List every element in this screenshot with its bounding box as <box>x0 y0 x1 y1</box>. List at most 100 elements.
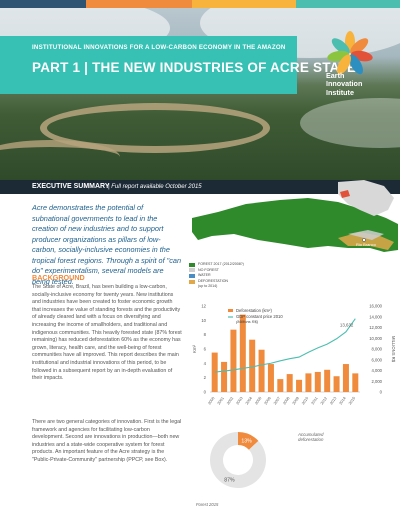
deforestation-bar <box>211 352 218 392</box>
logo-line: Innovation <box>326 79 363 89</box>
page-title: PART 1 | THE NEW INDUSTRIES OF ACRE STAT… <box>32 60 357 75</box>
river-bend <box>40 103 270 153</box>
deforestation-bar <box>342 364 349 392</box>
deforestation-bar <box>286 374 293 392</box>
deforestation-bar <box>296 379 303 392</box>
legend-item: NO FOREST <box>189 268 244 274</box>
acre-forest-map: Rio Branco <box>192 180 398 252</box>
legend-item: (up to 2014) <box>189 284 244 290</box>
x-tick-label: 2008 <box>282 396 290 405</box>
x-tick-label: 2012 <box>320 396 328 405</box>
legend-item: WATER <box>189 273 244 279</box>
y-tick-label: 10 <box>201 318 206 323</box>
legend-label-line-unit: (Millions R$) <box>236 319 259 324</box>
legend-swatch <box>189 262 195 267</box>
report-kicker: INSTITUTIONAL INNOVATIONS FOR A LOW-CARB… <box>32 44 286 51</box>
deforestation-bar <box>324 369 331 392</box>
report-availability: Full report available October 2015 <box>111 184 202 190</box>
y2-tick-label: 2,000 <box>372 379 383 384</box>
deforestation-bar <box>221 361 228 392</box>
y2-tick-label: 0 <box>380 390 383 395</box>
background-paragraph-1: The State of Acre, Brazil, has been buil… <box>32 284 182 382</box>
deforestation-bar <box>333 376 340 392</box>
legend-swatch <box>189 268 195 273</box>
legend-label: (up to 2014) <box>198 284 218 289</box>
y2-tick-label: 4,000 <box>372 368 383 373</box>
y2-tick-label: 16,000 <box>369 304 382 309</box>
legend-label-line: GDP constant price 2010 <box>236 314 283 319</box>
strip-segment <box>86 0 192 8</box>
x-tick-label: 2015 <box>348 396 356 405</box>
eii-sunburst-logo-icon <box>327 31 373 75</box>
legend-swatch-bar <box>228 309 233 312</box>
executive-summary-title: EXECUTIVE SUMMARY <box>32 183 110 190</box>
legend-item: FOREST 2017 (2012/2008?) <box>189 262 244 268</box>
y2-tick-label: 12,000 <box>369 325 382 330</box>
x-tick-label: 2006 <box>264 396 272 405</box>
x-tick-label: 2010 <box>301 396 309 405</box>
y-tick-label: 6 <box>204 347 207 352</box>
logo-wordmark: Earth Innovation Institute <box>326 71 363 97</box>
deforestation-bar <box>314 371 321 392</box>
logo-petal <box>337 54 351 75</box>
legend-label: DEFORESTATION <box>198 278 229 283</box>
legend-label: NO FOREST <box>198 267 219 272</box>
executive-summary-bar <box>0 180 400 194</box>
y-tick-label: 2 <box>204 375 207 380</box>
x-tick-label: 2004 <box>245 396 253 405</box>
legend-label: WATER <box>198 273 211 278</box>
x-tick-label: 2014 <box>339 396 347 405</box>
x-tick-label: 2005 <box>254 396 262 405</box>
deforestation-area <box>338 232 394 250</box>
strip-segment <box>0 0 86 8</box>
rio-branco-marker <box>362 238 366 242</box>
donut-label: 87% <box>224 478 235 484</box>
donut-category-label: Accumulated <box>297 432 324 437</box>
gdp-annotation: 13,632 <box>340 323 354 328</box>
y-axis-label: Km² <box>192 344 197 353</box>
intro-paragraph: Acre demonstrates the potential of subna… <box>32 203 182 286</box>
donut-slice <box>238 432 259 450</box>
strip-segment <box>192 0 296 8</box>
background-heading: BACKGROUND <box>32 273 85 282</box>
legend-item: DEFORESTATION <box>189 279 244 285</box>
top-color-strip <box>0 0 400 8</box>
logo-petal <box>350 38 369 55</box>
deforestation-bar <box>352 373 359 392</box>
legend-spacer <box>189 285 195 289</box>
legend-swatch <box>189 273 195 278</box>
y2-tick-label: 10,000 <box>369 336 382 341</box>
strip-segment <box>296 0 400 8</box>
no-forest-area <box>348 230 384 240</box>
legend-swatch <box>189 279 195 284</box>
donut-label: 13% <box>241 438 252 444</box>
deforestation-bar <box>277 379 284 392</box>
deforestation-bar <box>267 364 274 392</box>
x-tick-label: 2001 <box>217 396 225 405</box>
deforestation-bar <box>305 373 312 392</box>
gdp-line <box>214 318 356 373</box>
deforestation-bar <box>249 339 256 392</box>
donut-slice <box>210 432 266 488</box>
legend-label: FOREST 2017 (2012/2008?) <box>198 262 244 266</box>
x-tick-label: 2013 <box>329 396 337 405</box>
y2-axis-label: MILLIONS R$ <box>391 336 396 363</box>
legend-label-bar: Deforestation (km²) <box>236 308 272 313</box>
y2-tick-label: 6,000 <box>372 357 383 362</box>
x-tick-label: 2011 <box>311 396 319 405</box>
brazil-inset-map <box>338 180 394 216</box>
x-tick-label: 2007 <box>273 396 281 405</box>
y-tick-label: 8 <box>204 332 207 337</box>
y2-tick-label: 8,000 <box>372 347 383 352</box>
x-tick-label: 2003 <box>236 396 244 405</box>
deforestation-bar <box>230 329 237 392</box>
donut-category-label: deforestation <box>298 437 324 442</box>
x-tick-label: 2000 <box>207 396 215 405</box>
logo-line: Earth <box>326 71 345 80</box>
background-paragraph-2: There are two general categories of inno… <box>32 419 182 463</box>
logo-petal <box>349 54 363 75</box>
y-tick-label: 0 <box>204 390 207 395</box>
executive-summary-subtitle: | Full report available October 2015 <box>108 184 202 190</box>
logo-petal <box>331 38 350 55</box>
